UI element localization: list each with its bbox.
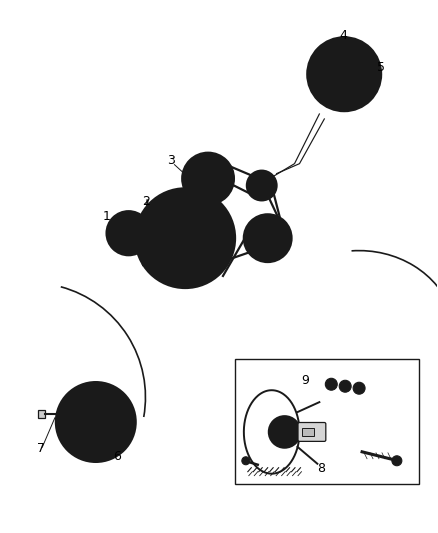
Circle shape [66,392,126,452]
Text: 9: 9 [301,374,309,387]
Circle shape [115,219,142,247]
Circle shape [191,161,225,196]
Circle shape [307,37,381,111]
Circle shape [342,383,349,390]
Circle shape [202,173,214,184]
Circle shape [254,177,270,193]
Circle shape [392,456,402,466]
Circle shape [342,59,347,64]
FancyBboxPatch shape [298,423,326,441]
Bar [235,359,419,483]
Circle shape [325,378,337,390]
Circle shape [356,385,363,392]
Circle shape [135,189,235,288]
Circle shape [359,47,369,58]
Text: 8: 8 [318,462,325,475]
Circle shape [353,65,358,70]
Text: 3: 3 [167,154,175,167]
Circle shape [167,220,203,256]
Circle shape [145,197,226,279]
Circle shape [92,418,100,426]
Circle shape [268,416,300,448]
Circle shape [331,65,336,70]
Circle shape [277,424,293,440]
Circle shape [362,50,367,55]
Circle shape [331,78,336,83]
Bar [303,428,314,436]
Circle shape [342,85,347,90]
Circle shape [86,412,106,432]
Circle shape [247,171,277,200]
Circle shape [316,46,372,102]
Circle shape [178,231,192,245]
Circle shape [56,382,135,462]
Circle shape [242,457,250,465]
Circle shape [57,409,67,419]
Polygon shape [38,410,45,418]
Circle shape [311,41,378,108]
Circle shape [107,212,150,255]
Circle shape [340,70,348,78]
Circle shape [182,153,234,204]
Circle shape [124,228,134,238]
Circle shape [336,66,352,82]
Circle shape [339,380,351,392]
Text: 2: 2 [142,196,150,208]
Text: 4: 4 [339,29,347,43]
Text: 5: 5 [377,61,385,74]
Circle shape [328,381,335,387]
Circle shape [262,232,274,244]
Circle shape [319,50,369,99]
Circle shape [60,411,64,417]
Circle shape [353,78,358,83]
Circle shape [76,402,116,442]
Circle shape [353,382,365,394]
Text: 7: 7 [37,442,45,455]
Circle shape [282,429,288,435]
Circle shape [252,222,283,254]
Text: 6: 6 [113,450,120,463]
Circle shape [326,56,362,92]
Text: 1: 1 [103,211,111,223]
Circle shape [153,206,217,270]
Circle shape [244,214,292,262]
Circle shape [259,182,265,189]
